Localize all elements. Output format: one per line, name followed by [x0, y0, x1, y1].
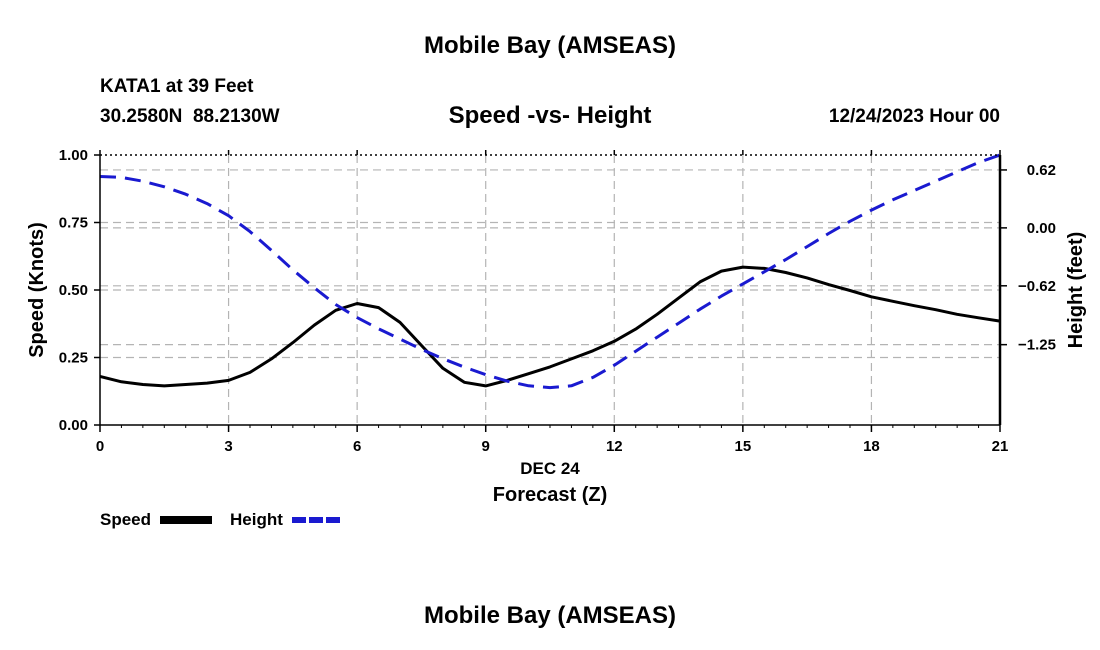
legend-speed-label: Speed: [100, 510, 151, 529]
y-tick-label: 0.25: [59, 350, 88, 367]
y2-tick-label: 0.62: [1027, 162, 1056, 179]
x-tick-label: 12: [606, 438, 623, 455]
x-axis-title: Forecast (Z): [493, 484, 607, 506]
x-tick-label: 21: [992, 438, 1009, 455]
x-axis-date-label: DEC 24: [520, 459, 580, 478]
y2-tick-label: −1.25: [1018, 337, 1056, 354]
y-tick-label: 1.00: [59, 147, 88, 164]
y2-tick-label: 0.00: [1027, 220, 1056, 237]
series-lines: [99, 153, 1001, 390]
x-tick-label: 3: [224, 438, 232, 455]
footer-title: Mobile Bay (AMSEAS): [423, 602, 677, 629]
x-tick-label: 15: [735, 438, 752, 455]
y-tick-label: 0.00: [59, 417, 88, 434]
x-tick-label: 6: [353, 438, 361, 455]
y-tick-label: 0.50: [59, 282, 88, 299]
forecast-datetime: 12/24/2023 Hour 00: [828, 106, 1000, 127]
speed-series-line: [99, 265, 1001, 388]
y-axis-title: Speed (Knots): [26, 222, 48, 358]
x-tick-label: 0: [96, 438, 104, 455]
chart-title: Mobile Bay (AMSEAS): [423, 32, 677, 59]
legend-height-label: Height: [230, 510, 283, 529]
coordinates-label: 30.2580N 88.2130W: [100, 106, 280, 127]
x-tick-label: 18: [863, 438, 880, 455]
x-tick-label: 9: [482, 438, 490, 455]
chart-subtitle: Speed -vs- Height: [448, 102, 652, 129]
station-label: KATA1 at 39 Feet: [100, 76, 254, 97]
grid-lines: [100, 155, 1000, 425]
y2-axis-title: Height (feet): [1065, 232, 1087, 349]
y2-tick-label: −0.62: [1018, 278, 1056, 295]
legend: Speed Height: [100, 510, 342, 529]
height-series-line: [99, 153, 1001, 390]
axes: [94, 150, 1007, 432]
y-tick-label: 0.75: [59, 215, 88, 232]
axis-labels: 0 3 6 9 12 15 18 21 0.00 0.25 0.50 0.75 1.00 0.62 0.00…: [26, 147, 1087, 506]
